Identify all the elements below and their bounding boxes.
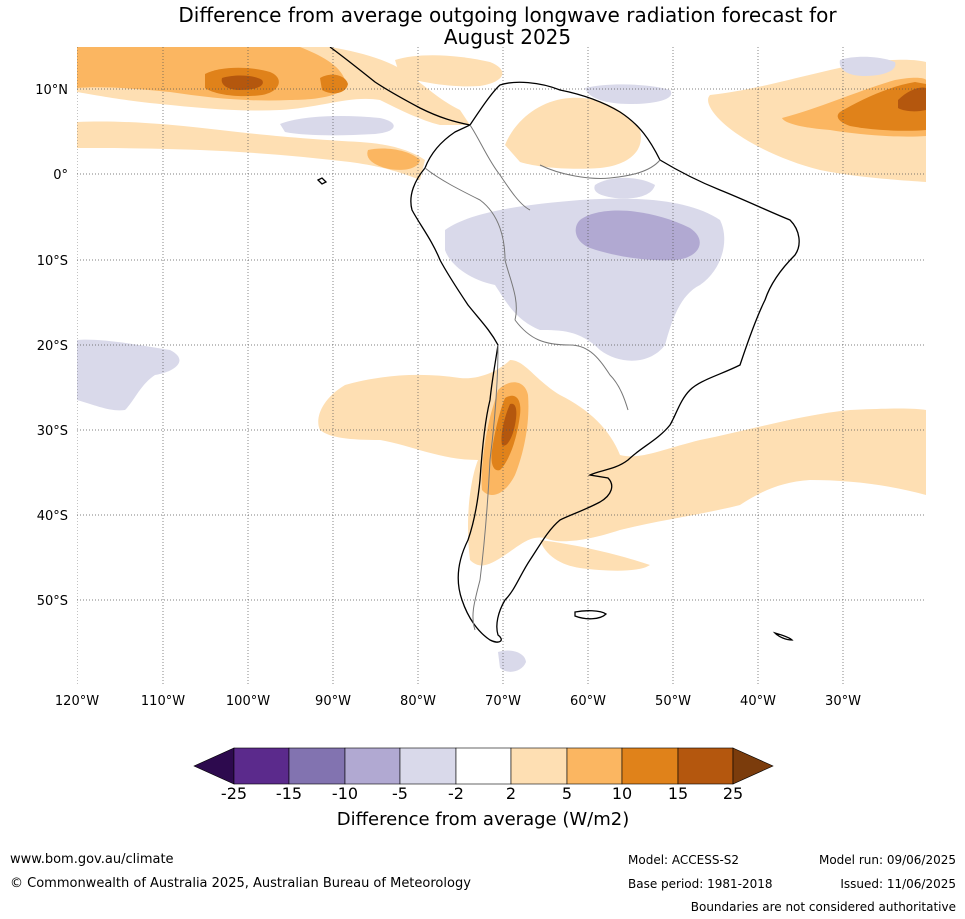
country-borders bbox=[424, 124, 661, 631]
anomaly-region-equator-band bbox=[77, 121, 425, 180]
map-area: 10°N 0° 10°S 20°S 30°S 40°S 50°S 120°W 1… bbox=[35, 47, 926, 709]
footer-issued: Issued: 11/06/2025 bbox=[840, 877, 956, 891]
colorbar-label: Difference from average (W/m2) bbox=[337, 809, 629, 830]
colorbar-tick: -5 bbox=[392, 784, 408, 803]
colorbar-swatch-m2-p2 bbox=[455, 747, 512, 785]
border-peru-brazil bbox=[424, 167, 517, 321]
map-svg: 10°N 0° 10°S 20°S 30°S 40°S 50°S 120°W 1… bbox=[35, 47, 926, 709]
colorbar-tick: 10 bbox=[612, 784, 632, 803]
coastline-falklands bbox=[574, 610, 608, 620]
coastlines bbox=[316, 47, 800, 643]
longitude-labels: 120°W 110°W 100°W 90°W 80°W 70°W 60°W 50… bbox=[55, 694, 861, 709]
anomaly-region-atlantic-strong bbox=[837, 82, 926, 131]
lon-label-100w: 100°W bbox=[226, 694, 270, 709]
lon-label-70w: 70°W bbox=[485, 694, 521, 709]
anomaly-region-south-pacific bbox=[77, 339, 180, 411]
colorbar-segments bbox=[193, 747, 774, 785]
anomaly-region-amazon-core bbox=[575, 210, 700, 261]
colorbar: -25 -15 -10 -5 -2 2 5 10 15 25 Differenc… bbox=[193, 747, 774, 830]
colorbar-swatch-m5-m2 bbox=[399, 747, 457, 785]
colorbar-swatch-p10-p15 bbox=[621, 747, 679, 785]
anomaly-region-caribbean-purple bbox=[585, 84, 672, 104]
anomaly-region-patagonia bbox=[540, 540, 650, 571]
lat-label-30s: 30°S bbox=[37, 424, 68, 439]
lon-label-80w: 80°W bbox=[400, 694, 436, 709]
anomaly-region-amazon-north bbox=[594, 177, 655, 199]
lat-label-50s: 50°S bbox=[37, 594, 68, 609]
colorbar-ticks: -25 -15 -10 -5 -2 2 5 10 15 25 bbox=[221, 784, 743, 803]
lon-label-30w: 30°W bbox=[825, 694, 861, 709]
border-colombia-venezuela bbox=[469, 124, 531, 211]
anomaly-region-north-core bbox=[221, 75, 263, 90]
lon-label-60w: 60°W bbox=[570, 694, 606, 709]
anomaly-region-equator-patch bbox=[367, 148, 420, 170]
lon-label-110w: 110°W bbox=[141, 694, 185, 709]
colorbar-swatch-below-min bbox=[193, 747, 235, 785]
anomaly-region-southern-cone bbox=[318, 360, 926, 566]
graticule bbox=[77, 47, 926, 685]
anomaly-shading bbox=[77, 47, 926, 672]
footer-website[interactable]: www.bom.gov.au/climate bbox=[10, 852, 174, 867]
lon-label-90w: 90°W bbox=[315, 694, 351, 709]
colorbar-swatch-m25-m15 bbox=[233, 747, 290, 785]
lon-label-40w: 40°W bbox=[740, 694, 776, 709]
coastline-central-america bbox=[329, 47, 471, 126]
colorbar-tick: -15 bbox=[276, 784, 302, 803]
border-chile-argentina bbox=[472, 344, 499, 631]
map-title: Difference from average outgoing longwav… bbox=[0, 4, 965, 48]
coastline-galapagos bbox=[316, 177, 328, 185]
anomaly-region-pacific-purple bbox=[280, 116, 394, 136]
anomaly-region-atlantic-core bbox=[898, 87, 926, 112]
footer-disclaimer: Boundaries are not considered authoritat… bbox=[690, 900, 956, 914]
colorbar-swatch-m10-m5 bbox=[344, 747, 401, 785]
anomaly-region-ne-purple bbox=[839, 56, 896, 76]
colorbar-tick: 25 bbox=[723, 784, 743, 803]
lat-label-10s: 10°S bbox=[37, 254, 68, 269]
lat-label-0: 0° bbox=[53, 168, 68, 183]
title-line-1: Difference from average outgoing longwav… bbox=[178, 3, 837, 27]
footer-model-run: Model run: 09/06/2025 bbox=[818, 853, 956, 867]
coastline-south-america bbox=[410, 81, 800, 643]
border-bolivia bbox=[514, 319, 629, 411]
colorbar-swatch-p15-p25 bbox=[677, 747, 734, 785]
anomaly-region-guiana bbox=[505, 97, 641, 169]
colorbar-swatch-above-max bbox=[732, 747, 774, 785]
coastline-south-georgia bbox=[772, 631, 794, 641]
latitude-labels: 10°N 0° 10°S 20°S 30°S 40°S 50°S bbox=[35, 83, 68, 609]
border-brazil-north bbox=[539, 159, 661, 179]
title-line-2: August 2025 bbox=[443, 25, 572, 49]
lat-label-10n: 10°N bbox=[35, 83, 68, 98]
colorbar-swatch-m15-m10 bbox=[288, 747, 346, 785]
lat-label-40s: 40°S bbox=[37, 509, 68, 524]
lon-label-50w: 50°W bbox=[655, 694, 691, 709]
anomaly-region-andes-core bbox=[501, 403, 517, 446]
lat-label-20s: 20°S bbox=[37, 339, 68, 354]
lon-label-120w: 120°W bbox=[55, 694, 99, 709]
colorbar-swatch-p2-p5 bbox=[510, 747, 568, 785]
colorbar-tick: -10 bbox=[332, 784, 358, 803]
footer-copyright: © Commonwealth of Australia 2025, Austra… bbox=[10, 876, 471, 891]
anomaly-region-south-atlantic-purple bbox=[498, 650, 526, 672]
colorbar-tick: -25 bbox=[221, 784, 247, 803]
footer-base-period: Base period: 1981-2018 bbox=[628, 877, 773, 891]
footer-model: Model: ACCESS-S2 bbox=[628, 853, 740, 867]
colorbar-tick: 15 bbox=[668, 784, 688, 803]
colorbar-tick: -2 bbox=[448, 784, 464, 803]
anomaly-region-caribbean bbox=[395, 55, 503, 87]
colorbar-tick: 5 bbox=[562, 784, 572, 803]
colorbar-tick: 2 bbox=[506, 784, 516, 803]
colorbar-swatch-p5-p10 bbox=[566, 747, 623, 785]
